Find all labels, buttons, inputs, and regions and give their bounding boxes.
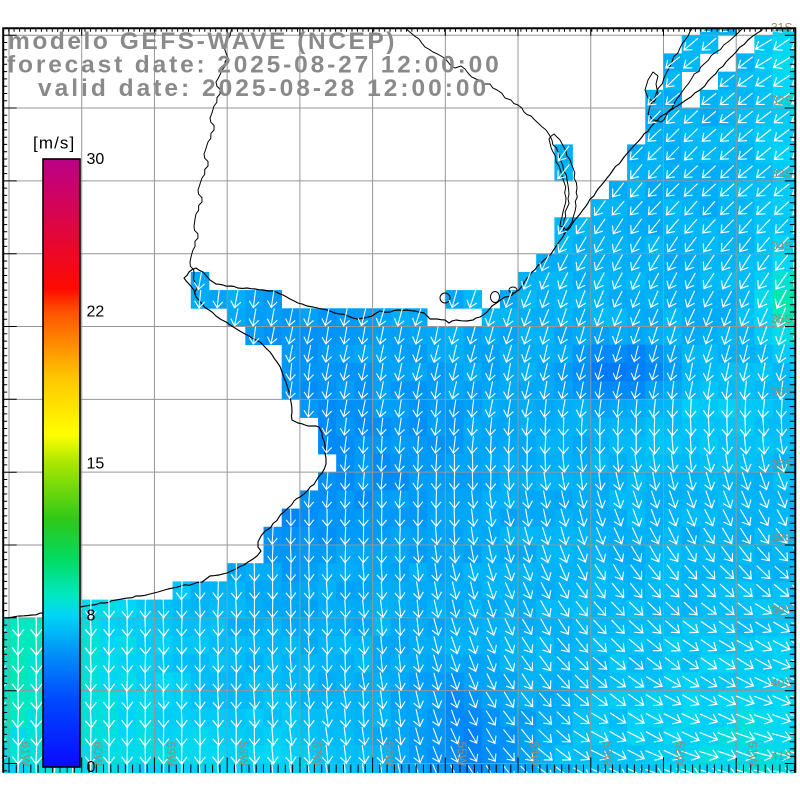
svg-text:forecast date: 2025-08-27 12:0: forecast date: 2025-08-27 12:00:00: [7, 52, 502, 79]
svg-text:52W: 52W: [673, 742, 687, 767]
svg-text:0: 0: [87, 759, 96, 776]
svg-text:38S: 38S: [771, 531, 792, 545]
svg-text:[m/s]: [m/s]: [33, 134, 75, 153]
svg-text:36S: 36S: [771, 385, 792, 399]
svg-text:55W: 55W: [455, 742, 469, 767]
svg-text:51W: 51W: [746, 742, 760, 767]
svg-text:54W: 54W: [528, 742, 542, 767]
svg-text:59W: 59W: [164, 742, 178, 767]
svg-text:41S: 41S: [771, 749, 792, 763]
svg-text:58W: 58W: [237, 742, 251, 767]
svg-text:15: 15: [87, 456, 105, 473]
svg-text:22: 22: [87, 304, 105, 321]
svg-text:39S: 39S: [771, 603, 792, 617]
svg-text:57W: 57W: [309, 742, 323, 767]
svg-text:8: 8: [87, 608, 96, 625]
svg-text:35S: 35S: [771, 312, 792, 326]
svg-text:40S: 40S: [771, 676, 792, 690]
svg-text:valid date: 2025-08-28 12:00:0: valid date: 2025-08-28 12:00:00: [38, 75, 489, 102]
svg-text:60W: 60W: [91, 742, 105, 767]
svg-text:32S: 32S: [771, 94, 792, 108]
svg-text:30: 30: [87, 151, 105, 168]
svg-text:modelo GEFS-WAVE (NCEP): modelo GEFS-WAVE (NCEP): [8, 28, 397, 55]
svg-text:53W: 53W: [600, 742, 614, 767]
svg-text:37S: 37S: [771, 458, 792, 472]
svg-text:33S: 33S: [771, 166, 792, 180]
svg-text:56W: 56W: [382, 742, 396, 767]
svg-text:61W: 61W: [19, 742, 33, 767]
svg-text:34S: 34S: [771, 239, 792, 253]
